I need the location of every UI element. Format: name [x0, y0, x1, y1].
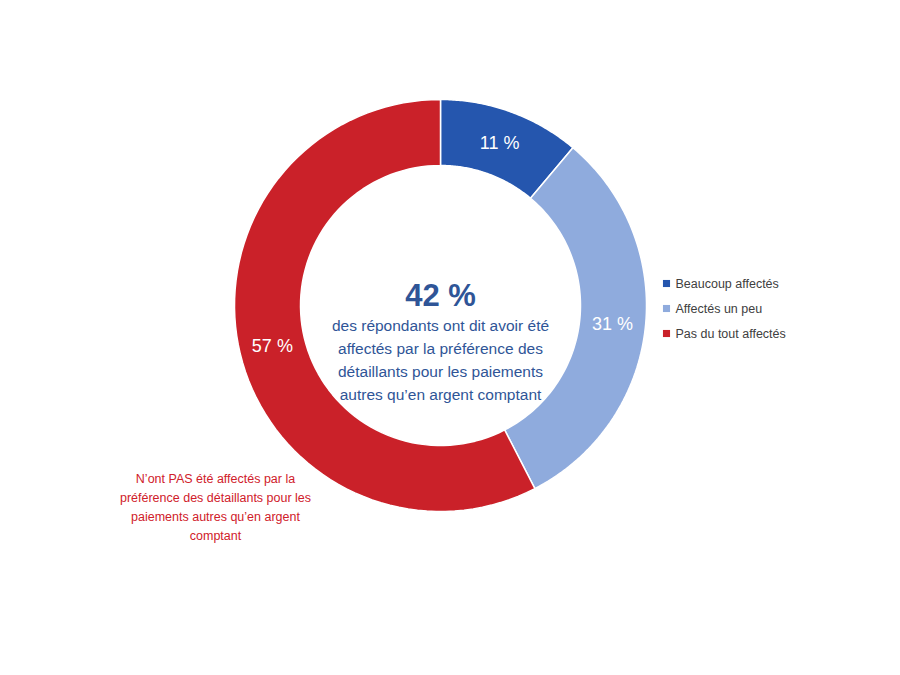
svg-text:comptant: comptant [190, 529, 242, 543]
svg-text:N’ont PAS été affectés par la: N’ont PAS été affectés par la [136, 472, 295, 486]
svg-text:des répondants ont dit avoir é: des répondants ont dit avoir été [332, 317, 549, 334]
svg-text:préférence des détaillants pou: préférence des détaillants pour les [120, 491, 311, 505]
svg-text:détaillants pour les paiements: détaillants pour les paiements [338, 363, 543, 380]
svg-text:42 %: 42 % [405, 278, 476, 313]
svg-text:affectés par la préférence des: affectés par la préférence des [338, 340, 543, 357]
svg-text:57 %: 57 % [252, 336, 293, 356]
svg-text:autres qu’en argent comptant: autres qu’en argent comptant [340, 386, 542, 403]
svg-text:31 %: 31 % [592, 314, 633, 334]
svg-text:Pas du tout affectés: Pas du tout affectés [676, 327, 786, 341]
svg-text:11 %: 11 % [480, 133, 520, 153]
svg-text:Beaucoup affectés: Beaucoup affectés [676, 277, 779, 291]
svg-text:paiements autres qu’en argent: paiements autres qu’en argent [131, 510, 300, 524]
svg-text:Affectés un peu: Affectés un peu [676, 302, 763, 316]
